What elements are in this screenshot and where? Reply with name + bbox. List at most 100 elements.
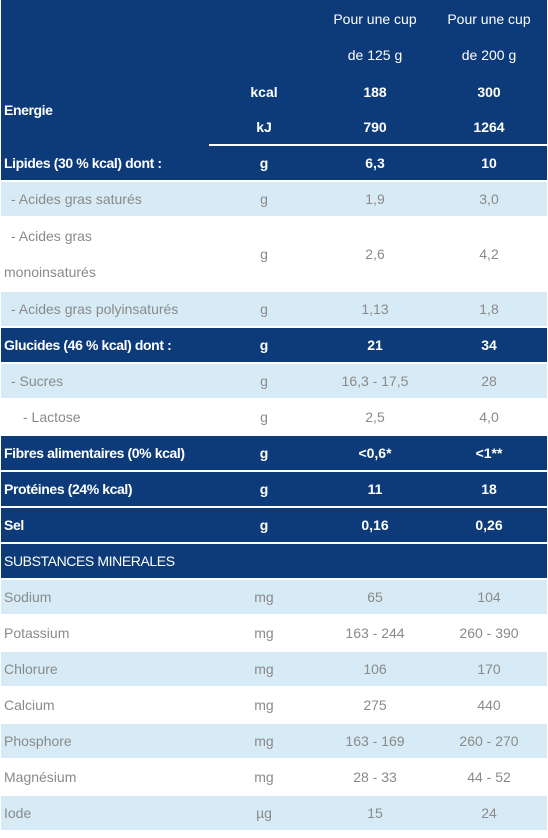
energie-kj-row: kJ 790 1264 [1,110,547,146]
energie-label: Energie [1,74,209,146]
row-unit: g [209,472,319,508]
header-cup-125: Pour une cup de 125 g [319,0,431,74]
table-header-row: Pour une cup de 125 g Pour une cup de 20… [1,0,547,74]
row-unit: g [209,182,319,218]
table-row-phosphore: Phosphore mg 163 - 169 260 - 270 [1,724,547,760]
table-row-sodium: Sodium mg 65 104 [1,580,547,616]
row-value-125: 163 - 244 [319,616,431,652]
row-value-125: 6,3 [319,146,431,182]
row-value-200: 0,26 [431,508,547,544]
row-value-200: 24 [431,796,547,832]
energie-kcal-unit: kcal [209,74,319,110]
row-label: Fibres alimentaires (0% kcal) [1,436,209,472]
row-unit: mg [209,688,319,724]
row-value-200: 4,2 [431,218,547,292]
energie-kcal-row: Energie kcal 188 300 [1,74,547,146]
row-value-200: 28 [431,364,547,400]
header-cup-200: Pour une cup de 200 g [431,0,547,74]
header-cup-200-line2: de 200 g [461,47,517,63]
row-unit: g [209,328,319,364]
row-value-125: 11 [319,472,431,508]
row-label: Protéines (24% kcal) [1,472,209,508]
row-label: Lipides (30 % kcal) dont : [1,146,209,182]
row-label: Potassium [1,616,209,652]
row-value-125: 15 [319,796,431,832]
row-value-125: 1,13 [319,292,431,328]
row-unit: mg [209,652,319,688]
row-value-200: <1** [431,436,547,472]
table-row-calcium: Calcium mg 275 440 [1,688,547,724]
row-value-125: 1,9 [319,182,431,218]
row-value-200: 440 [431,688,547,724]
row-value-125: 2,5 [319,400,431,436]
table-row-glucides: Glucides (46 % kcal) dont : g 21 34 [1,328,547,364]
row-value-200: 10 [431,146,547,182]
row-unit: mg [209,616,319,652]
row-value-125: 28 - 33 [319,760,431,796]
row-unit: mg [209,760,319,796]
header-cup-125-line1: Pour une cup [333,11,417,27]
table-row-acides-gras-satures: - Acides gras saturés g 1,9 3,0 [1,182,547,218]
table-row-acides-gras-poly: - Acides gras polyinsaturés g 1,13 1,8 [1,292,547,328]
row-label-line1: - Acides gras [11,228,92,244]
row-value-200: 170 [431,652,547,688]
row-unit: mg [209,724,319,760]
row-value-200: 18 [431,472,547,508]
table-row-chlorure: Chlorure mg 106 170 [1,652,547,688]
energie-kj-125: 790 [319,110,431,146]
row-value-125: 275 [319,688,431,724]
row-value-125: <0,6* [319,436,431,472]
table-row-magnesium: Magnésium mg 28 - 33 44 - 52 [1,760,547,796]
row-value-200: 3,0 [431,182,547,218]
row-label-line2: monoinsaturés [4,264,96,280]
row-label: Glucides (46 % kcal) dont : [1,328,209,364]
row-label: Sodium [1,580,209,616]
energie-kj-200: 1264 [431,110,547,146]
header-empty-unit-cell [209,0,319,74]
header-cup-200-line1: Pour une cup [447,11,531,27]
row-unit: g [209,436,319,472]
row-label: - Lactose [1,400,209,436]
table-row-fibres: Fibres alimentaires (0% kcal) g <0,6* <1… [1,436,547,472]
row-unit: µg [209,796,319,832]
row-value-125: 106 [319,652,431,688]
row-value-200: 44 - 52 [431,760,547,796]
table-row-iode: Iode µg 15 24 [1,796,547,832]
row-unit: g [209,364,319,400]
row-label: Calcium [1,688,209,724]
energie-kcal-200: 300 [431,74,547,110]
table-row-lipides: Lipides (30 % kcal) dont : g 6,3 10 [1,146,547,182]
row-label: - Acides gras saturés [1,182,209,218]
row-value-200: 260 - 270 [431,724,547,760]
row-unit: g [209,292,319,328]
row-label: Phosphore [1,724,209,760]
table-row-proteines: Protéines (24% kcal) g 11 18 [1,472,547,508]
row-unit: g [209,218,319,292]
section-title: SUBSTANCES MINERALES [1,544,547,580]
row-unit: g [209,146,319,182]
row-label: Magnésium [1,760,209,796]
row-label: Chlorure [1,652,209,688]
row-label: - Acides gras polyinsaturés [1,292,209,328]
table-row-sel: Sel g 0,16 0,26 [1,508,547,544]
row-value-200: 260 - 390 [431,616,547,652]
energie-kcal-125: 188 [319,74,431,110]
row-unit: mg [209,580,319,616]
row-value-125: 2,6 [319,218,431,292]
table-row-sucres: - Sucres g 16,3 - 17,5 28 [1,364,547,400]
row-label: Sel [1,508,209,544]
row-value-125: 21 [319,328,431,364]
table-row-lactose: - Lactose g 2,5 4,0 [1,400,547,436]
row-label: - Sucres [1,364,209,400]
row-value-125: 16,3 - 17,5 [319,364,431,400]
header-cup-125-line2: de 125 g [347,47,403,63]
row-value-125: 65 [319,580,431,616]
row-value-125: 163 - 169 [319,724,431,760]
row-value-125: 0,16 [319,508,431,544]
energie-kj-unit: kJ [209,110,319,146]
row-unit: g [209,400,319,436]
row-value-200: 104 [431,580,547,616]
row-label: Iode [1,796,209,832]
table-row-potassium: Potassium mg 163 - 244 260 - 390 [1,616,547,652]
